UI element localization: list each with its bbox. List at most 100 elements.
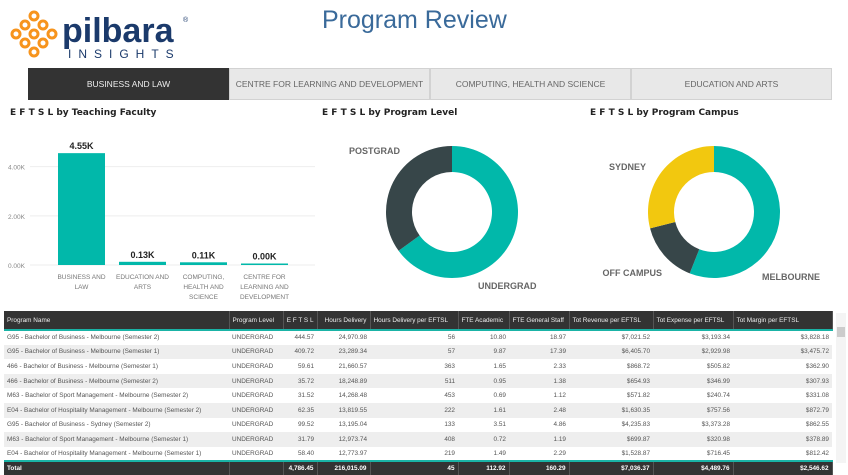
table-row[interactable]: 466 - Bachelor of Business - Melbourne (… (4, 373, 832, 389)
table-cell: 58.40 (298, 450, 314, 458)
total-cell: Total (4, 460, 230, 475)
table-cell: 21,660.57 (338, 362, 367, 370)
column-header[interactable]: Tot Expense per EFTSL (653, 311, 734, 331)
table-cell: $4,235.83 (621, 421, 650, 429)
y-tick-label: 4.00K (8, 165, 26, 172)
table-cell: UNDERGRAD (232, 450, 274, 458)
table-cell: 1.12 (553, 392, 566, 400)
table-row[interactable]: E04 - Bachelor of Hospitality Management… (4, 447, 832, 462)
table-row[interactable]: M63 - Bachelor of Sport Management - Mel… (4, 388, 832, 403)
table-cell: G95 - Bachelor of Business - Sydney (Sem… (7, 421, 151, 429)
table-cell: 133 (444, 421, 455, 429)
tab-centre-for-learning[interactable]: CENTRE FOR LEARNING AND DEVELOPMENT (229, 68, 430, 100)
tab-business-and-law[interactable]: BUSINESS AND LAW (28, 68, 229, 100)
table-cell: $862.55 (805, 421, 829, 429)
table-cell: 219 (444, 450, 455, 458)
table-cell: 13,819.55 (317, 402, 370, 418)
x-tick-label: BUSINESS AND LAW (57, 274, 105, 291)
column-header[interactable]: Program Name (4, 311, 230, 331)
pilbara-logo: pilbara ® INSIGHTS (10, 6, 190, 61)
table-cell: 59.61 (298, 362, 314, 370)
table-cell: 10.80 (490, 334, 506, 342)
column-header[interactable]: Program Level (229, 311, 284, 331)
column-header[interactable]: Tot Margin per EFTSL (733, 311, 833, 331)
table-cell: 466 - Bachelor of Business - Melbourne (… (4, 373, 229, 389)
table-cell: $2,929.98 (653, 344, 733, 360)
donut-slice-off-campus (650, 221, 700, 274)
table-cell: G95 - Bachelor of Business - Melbourne (… (7, 334, 160, 342)
table-cell: $868.72 (626, 362, 650, 370)
table-cell: $3,828.18 (800, 334, 829, 342)
table-cell: 466 - Bachelor of Business - Melbourne (… (7, 362, 158, 370)
table-cell: $571.82 (626, 392, 650, 400)
campus-chart-title: E F T S L by Program Campus (590, 108, 739, 118)
total-cell: $7,036.37 (569, 460, 654, 475)
donut-label: MELBOURNE (762, 272, 820, 282)
table-row[interactable]: 466 - Bachelor of Business - Melbourne (… (4, 359, 832, 374)
table-cell: 18,248.89 (317, 373, 370, 389)
donut-label: SYDNEY (609, 162, 646, 172)
table-row[interactable]: E04 - Bachelor of Hospitality Management… (4, 402, 832, 418)
table-cell: 0.95 (458, 373, 509, 389)
donut-slice-undergrad (398, 146, 518, 278)
data-label: 0.11K (192, 250, 216, 260)
total-cell: 160.29 (509, 460, 570, 475)
donut-slice-postgrad (386, 146, 452, 251)
bar-2 (180, 262, 227, 265)
table-cell: 14,268.48 (338, 392, 367, 400)
table-cell: 2.48 (509, 402, 569, 418)
column-header[interactable]: Hours Delivery (317, 311, 371, 331)
table-cell: UNDERGRAD (232, 334, 274, 342)
total-cell: $2,546.62 (733, 460, 833, 475)
table-cell: $505.82 (706, 362, 730, 370)
y-tick-label: 2.00K (8, 214, 26, 221)
table-cell: 444.57 (294, 334, 314, 342)
svg-text:pilbara: pilbara (62, 12, 175, 50)
column-header[interactable]: Hours Delivery per EFTSL (370, 311, 459, 331)
column-header[interactable]: FTE Academic (458, 311, 510, 331)
table-cell: UNDERGRAD (229, 373, 283, 389)
table-cell: 1.49 (493, 450, 506, 458)
table-cell: 57 (370, 344, 458, 360)
table-cell: 4.86 (553, 421, 566, 429)
table-cell: 12,973.74 (317, 432, 370, 447)
table-row[interactable]: G95 - Bachelor of Business - Melbourne (… (4, 330, 832, 345)
table-cell: G95 - Bachelor of Business - Melbourne (… (4, 344, 229, 360)
table-cell: 1.19 (509, 432, 569, 447)
campus-donut-chart: MELBOURNE OFF CAMPUS SYDNEY (603, 146, 820, 282)
table-cell: 1.65 (493, 362, 506, 370)
table-cell: $812.42 (805, 450, 829, 458)
table-row[interactable]: G95 - Bachelor of Business - Melbourne (… (4, 344, 832, 360)
total-cell: 112.92 (458, 460, 510, 475)
table-cell: 3.51 (493, 421, 506, 429)
table-cell: 17.39 (509, 344, 569, 360)
table-cell: $6,405.70 (569, 344, 653, 360)
table-cell: $378.89 (733, 432, 832, 447)
x-tick-label: CENTRE FOR LEARNING AND DEVELOPMENT (240, 274, 289, 301)
table-cell: $320.98 (653, 432, 733, 447)
scrollbar-thumb[interactable] (837, 327, 845, 337)
column-header[interactable]: E F T S L (283, 311, 318, 331)
table-cell: $362.90 (805, 362, 829, 370)
table-row[interactable]: M63 - Bachelor of Sport Management - Mel… (4, 432, 832, 447)
table-cell: 1.38 (509, 373, 569, 389)
table-cell: 24,970.98 (338, 334, 367, 342)
column-header[interactable]: FTE General Staff (509, 311, 570, 331)
page-title: Program Review (322, 6, 507, 34)
faculty-tabs: BUSINESS AND LAW CENTRE FOR LEARNING AND… (28, 68, 832, 100)
table-cell: $3,475.72 (733, 344, 832, 360)
table-cell: UNDERGRAD (229, 432, 283, 447)
table-row[interactable]: G95 - Bachelor of Business - Sydney (Sem… (4, 418, 832, 433)
table-cell: 2.33 (553, 362, 566, 370)
table-cell: $872.79 (733, 402, 832, 418)
table-cell: E04 - Bachelor of Hospitality Management… (7, 450, 202, 458)
tab-education-and-arts[interactable]: EDUCATION AND ARTS (631, 68, 832, 100)
table-cell: 511 (370, 373, 458, 389)
table-cell: $699.87 (569, 432, 653, 447)
table-cell: 409.72 (283, 344, 317, 360)
table-cell: M63 - Bachelor of Sport Management - Mel… (7, 392, 189, 400)
column-header[interactable]: Tot Revenue per EFTSL (569, 311, 654, 331)
y-tick-label: 0.00K (8, 263, 26, 270)
tab-computing-health-science[interactable]: COMPUTING, HEALTH AND SCIENCE (430, 68, 631, 100)
table-scrollbar[interactable] (836, 313, 846, 463)
